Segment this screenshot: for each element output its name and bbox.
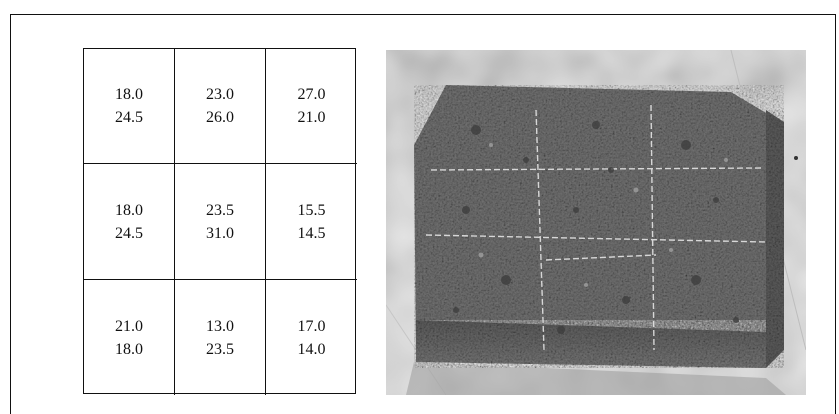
grid-cell-r3c2: 13.0 23.5 bbox=[175, 280, 266, 395]
cell-value-top: 18.0 bbox=[115, 86, 143, 103]
grid-cell-r2c1: 18.0 24.5 bbox=[84, 164, 175, 280]
figure-frame bbox=[10, 14, 836, 414]
cell-value-bottom: 26.0 bbox=[206, 109, 234, 126]
grid-cell-r1c1: 18.0 24.5 bbox=[84, 49, 175, 164]
cell-value-top: 21.0 bbox=[115, 317, 143, 335]
cell-value-bottom: 24.5 bbox=[115, 109, 143, 126]
cell-value-top: 17.0 bbox=[297, 317, 326, 335]
cell-value-top: 15.5 bbox=[297, 201, 326, 219]
cell-value-bottom: 24.5 bbox=[115, 224, 143, 242]
cell-value-top: 18.0 bbox=[115, 201, 143, 219]
grid-cell-r1c2: 23.0 26.0 bbox=[175, 49, 266, 164]
cell-value-bottom: 21.0 bbox=[297, 109, 326, 126]
concrete-block-photo bbox=[386, 50, 806, 395]
grid-cell-r3c3: 17.0 14.0 bbox=[266, 280, 357, 395]
cell-value-bottom: 14.5 bbox=[297, 224, 326, 242]
grid-cell-r3c1: 21.0 18.0 bbox=[84, 280, 175, 395]
cell-value-top: 23.0 bbox=[206, 86, 234, 103]
grid-cell-r2c3: 15.5 14.5 bbox=[266, 164, 357, 280]
cell-value-top: 13.0 bbox=[206, 317, 234, 335]
cell-value-top: 27.0 bbox=[297, 86, 326, 103]
grid-cell-r2c2: 23.5 31.0 bbox=[175, 164, 266, 280]
cell-value-top: 23.5 bbox=[206, 201, 234, 219]
grid-cell-r1c3: 27.0 21.0 bbox=[266, 49, 357, 164]
cell-value-bottom: 23.5 bbox=[206, 340, 234, 358]
cell-value-bottom: 18.0 bbox=[115, 340, 143, 358]
cell-value-bottom: 14.0 bbox=[297, 340, 326, 358]
measurement-grid: 18.0 24.5 23.0 26.0 27.0 21.0 18.0 24.5 … bbox=[83, 48, 357, 395]
cell-value-bottom: 31.0 bbox=[206, 224, 234, 242]
